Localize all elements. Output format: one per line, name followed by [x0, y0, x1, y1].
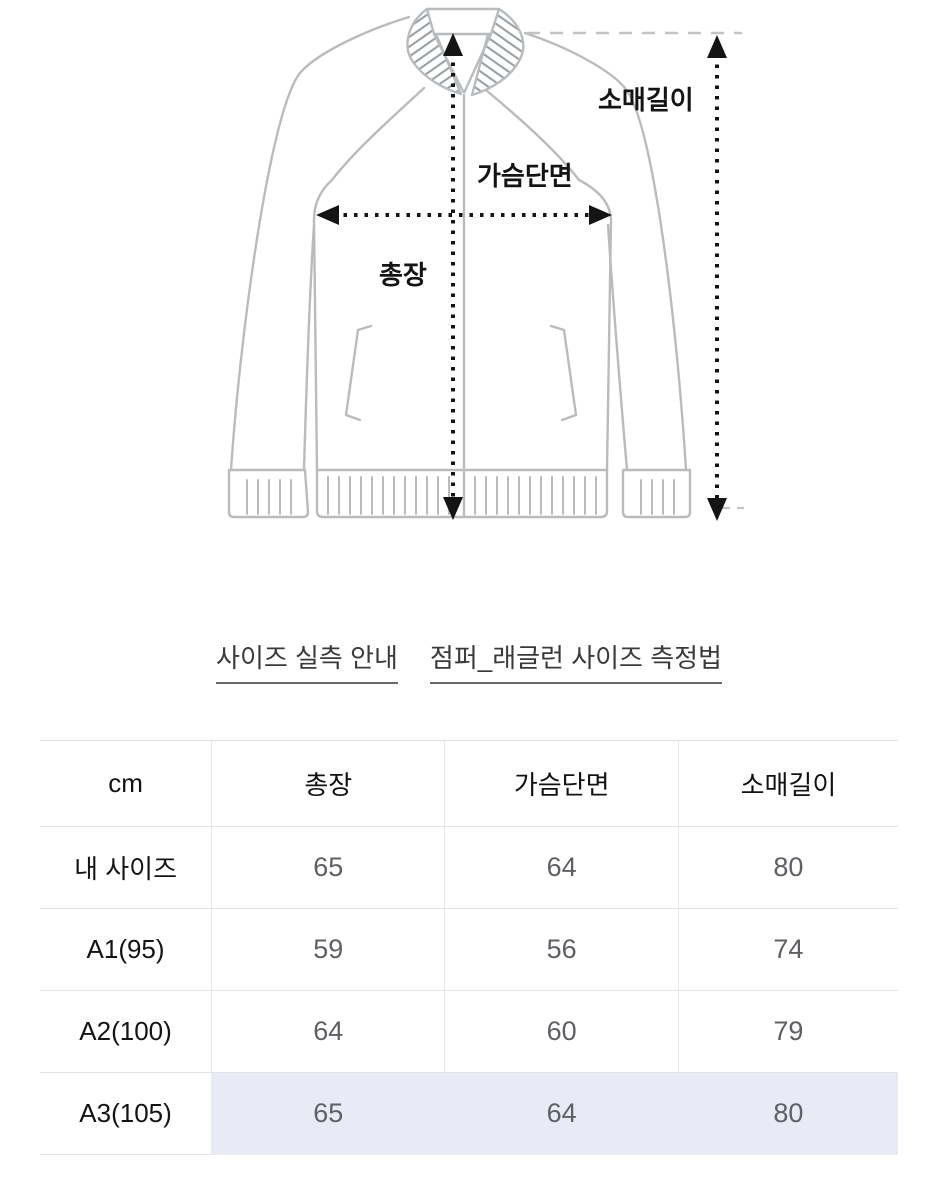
cell-chest: 64 [444, 826, 679, 909]
col-header-sleeve: 소매길이 [677, 740, 898, 827]
cell-sleeve: 80 [677, 1072, 898, 1155]
col-header-unit: cm [40, 740, 212, 827]
chest-width-label: 가슴단면 [477, 161, 573, 191]
row-label: A3(105) [40, 1072, 212, 1155]
cell-chest: 64 [444, 1072, 679, 1155]
jacket-measurement-diagram: 소매길이 가슴단면 총장 [0, 0, 938, 545]
total-length-arrow [443, 33, 463, 520]
cell-sleeve: 74 [677, 908, 898, 991]
cell-sleeve: 80 [677, 826, 898, 909]
cell-length: 59 [211, 908, 445, 991]
size-table: cm 총장 가슴단면 소매길이 내 사이즈 65 64 80 A1(95) 59… [40, 740, 898, 1155]
size-table-header-row: cm 총장 가슴단면 소매길이 [40, 740, 898, 827]
cell-length: 64 [211, 990, 445, 1073]
table-row-a1: A1(95) 59 56 74 [40, 908, 898, 991]
chest-width-arrow [316, 205, 612, 225]
table-row-a2: A2(100) 64 60 79 [40, 990, 898, 1073]
collar [406, 7, 525, 97]
total-length-label: 총장 [379, 260, 427, 290]
sleeve-length-arrow [707, 35, 727, 521]
cell-length: 65 [211, 826, 445, 909]
jacket-outline [227, 15, 692, 519]
size-guide-link[interactable]: 사이즈 실측 안내 [216, 638, 398, 684]
row-label: A1(95) [40, 908, 212, 991]
col-header-chest: 가슴단면 [444, 740, 679, 827]
cell-sleeve: 79 [677, 990, 898, 1073]
row-label: A2(100) [40, 990, 212, 1073]
col-header-length: 총장 [211, 740, 445, 827]
measure-method-link[interactable]: 점퍼_래글런 사이즈 측정법 [429, 638, 722, 684]
pocket-left [344, 324, 373, 422]
cell-chest: 56 [444, 908, 679, 991]
cell-chest: 60 [444, 990, 679, 1073]
jacket-diagram-drawing [227, 7, 744, 521]
row-label: 내 사이즈 [40, 826, 212, 909]
size-guide-links: 사이즈 실측 안내 점퍼_래글런 사이즈 측정법 [0, 638, 938, 684]
pocket-right [549, 324, 578, 422]
table-row-my-size: 내 사이즈 65 64 80 [40, 826, 898, 909]
sleeve-length-label: 소매길이 [598, 85, 694, 115]
cell-length: 65 [211, 1072, 445, 1155]
reference-dashes [527, 31, 744, 510]
table-row-a3-highlighted: A3(105) 65 64 80 [40, 1072, 898, 1155]
